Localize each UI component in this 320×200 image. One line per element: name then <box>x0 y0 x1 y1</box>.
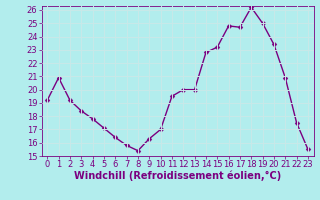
X-axis label: Windchill (Refroidissement éolien,°C): Windchill (Refroidissement éolien,°C) <box>74 171 281 181</box>
